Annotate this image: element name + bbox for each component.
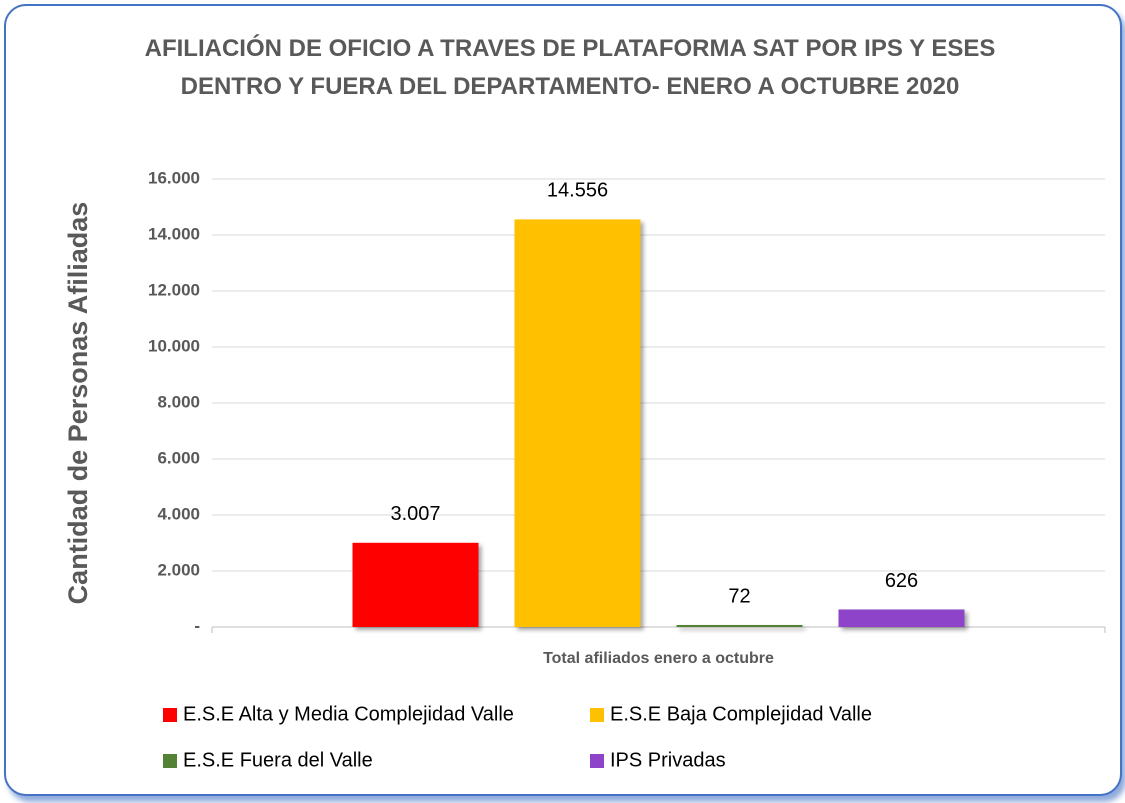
y-axis-label: Cantidad de Personas Afiliadas [63,202,93,605]
legend-label: E.S.E Baja Complejidad Valle [610,703,872,725]
legend-swatch [163,754,177,768]
chart-title: AFILIACIÓN DE OFICIO A TRAVES DE PLATAFO… [144,35,996,100]
y-tick-label: 12.000 [148,280,200,299]
data-label: 626 [885,570,918,592]
legend-swatch [590,754,604,768]
data-label: 72 [728,585,750,607]
bar [514,219,641,627]
y-tick-label: 2.000 [157,560,200,579]
y-tick-label: 10.000 [148,336,200,355]
legend-label: IPS Privadas [610,749,726,771]
y-tick-label: - [194,616,200,635]
y-tick-label: 4.000 [157,504,200,523]
bar [352,542,479,627]
legend-label: E.S.E Fuera del Valle [183,749,373,771]
legend-swatch [163,708,177,722]
x-tick-label: Total afiliados enero a octubre [543,650,774,667]
legend-swatch [590,708,604,722]
y-tick-label: 16.000 [148,168,200,187]
bar [676,624,803,627]
legend-label: E.S.E Alta y Media Complejidad Valle [183,703,514,725]
bar [838,609,965,627]
data-label: 14.556 [547,180,608,202]
y-tick-label: 6.000 [157,448,200,467]
y-tick-label: 8.000 [157,392,200,411]
y-tick-label: 14.000 [148,224,200,243]
data-label: 3.007 [390,503,440,525]
